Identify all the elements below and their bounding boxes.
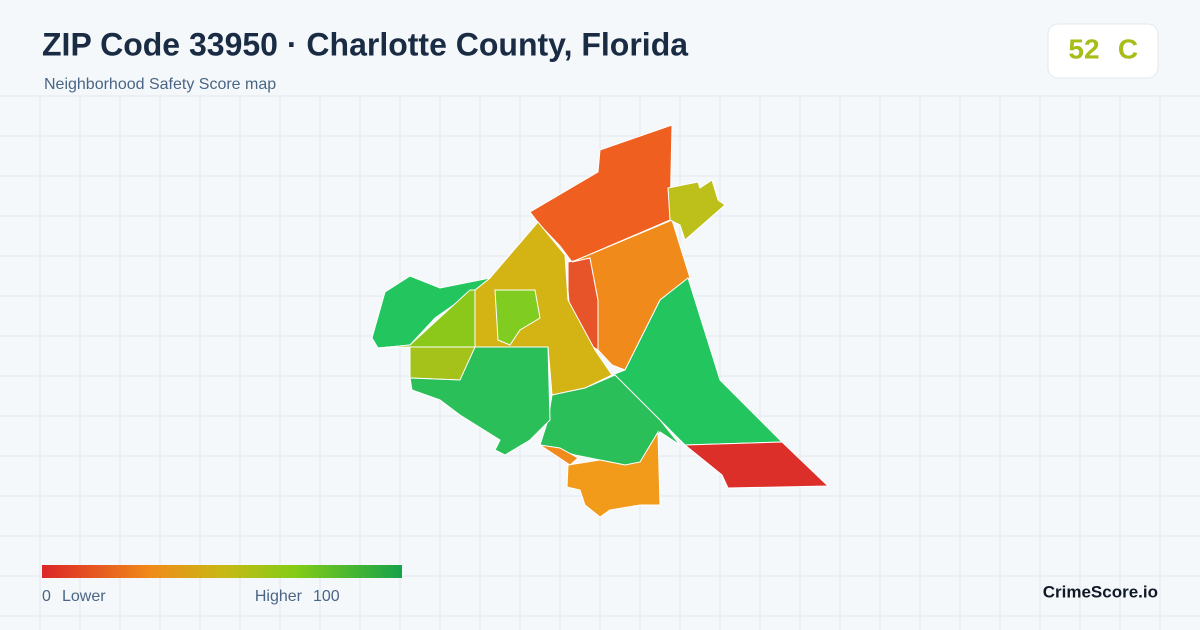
- score-value: 52: [1068, 33, 1099, 64]
- neighborhood: [539, 444, 579, 466]
- neighborhood: [571, 219, 691, 371]
- title: ZIP Code 33950 · Charlotte County, Flori…: [42, 26, 688, 62]
- zip-map: [371, 124, 830, 518]
- subtitle: Neighborhood Safety Score map: [44, 76, 276, 93]
- legend-max-label: Higher: [255, 588, 303, 605]
- brand: CrimeScore.io: [1043, 582, 1158, 601]
- grid: [0, 95, 1200, 630]
- legend-min: 0: [42, 588, 51, 605]
- neighborhood: [683, 441, 830, 489]
- legend-max: 100: [313, 588, 340, 605]
- neighborhood: [494, 289, 541, 346]
- neighborhood: [667, 179, 726, 241]
- score-grade: C: [1118, 33, 1138, 64]
- score-box: [1047, 23, 1159, 79]
- legend-bar: [42, 565, 402, 578]
- legend-min-label: Lower: [62, 588, 106, 605]
- neighborhood: [409, 346, 551, 456]
- neighborhood: [611, 277, 784, 446]
- neighborhood: [566, 430, 661, 518]
